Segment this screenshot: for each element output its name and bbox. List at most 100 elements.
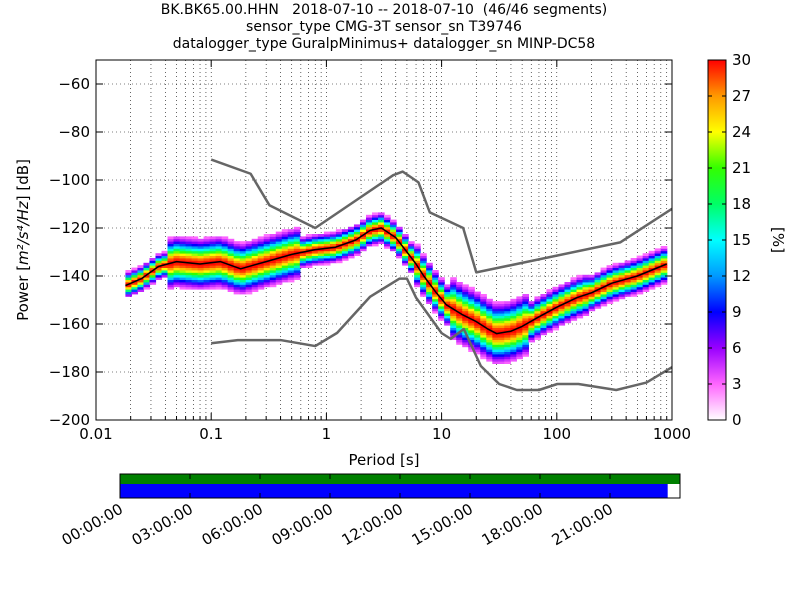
heatmap-cell bbox=[654, 277, 662, 280]
heatmap-cell bbox=[510, 303, 517, 307]
heatmap-cell bbox=[221, 272, 229, 276]
heatmap-cell bbox=[143, 279, 151, 283]
heatmap-cell bbox=[486, 308, 493, 312]
heatmap-cell bbox=[245, 260, 253, 264]
heatmap-cell bbox=[462, 327, 469, 331]
heatmap-cell bbox=[179, 277, 187, 280]
heatmap-cell bbox=[456, 320, 463, 324]
heatmap-cell bbox=[390, 229, 397, 232]
heatmap-cell bbox=[341, 241, 349, 244]
heatmap-cell bbox=[347, 229, 355, 232]
heatmap-cell bbox=[359, 236, 367, 240]
heatmap-cell bbox=[474, 313, 481, 316]
heatmap-cell bbox=[299, 236, 307, 240]
colorbar-tick-label: 15 bbox=[732, 231, 751, 249]
heatmap-cell bbox=[492, 337, 499, 340]
heatmap-cell bbox=[402, 260, 409, 264]
heatmap-cell bbox=[528, 327, 535, 331]
heatmap-cell bbox=[456, 282, 463, 285]
heatmap-cell bbox=[444, 289, 451, 292]
heatmap-cell bbox=[359, 243, 367, 247]
heatmap-cell bbox=[612, 296, 620, 300]
heatmap-cell bbox=[582, 277, 590, 280]
heatmap-cell bbox=[612, 270, 620, 273]
heatmap-cell bbox=[480, 322, 487, 326]
heatmap-cell bbox=[323, 262, 331, 266]
heatmap-cell bbox=[275, 272, 283, 276]
heatmap-cell bbox=[504, 332, 511, 336]
heatmap-cell bbox=[534, 298, 542, 302]
heatmap-cell bbox=[480, 296, 487, 300]
heatmap-cell bbox=[233, 270, 241, 273]
heatmap-cell bbox=[227, 238, 235, 242]
y-tick-label: −180 bbox=[49, 363, 90, 381]
heatmap-cell bbox=[636, 262, 644, 266]
heatmap-cell bbox=[498, 358, 505, 362]
heatmap-cell bbox=[287, 250, 295, 254]
heatmap-cell bbox=[359, 229, 367, 232]
heatmap-cell bbox=[402, 241, 409, 244]
heatmap-cell bbox=[209, 250, 217, 254]
heatmap-cell bbox=[137, 270, 145, 273]
heatmap-cell bbox=[311, 241, 319, 244]
heatmap-cell bbox=[275, 250, 283, 254]
heatmap-cell bbox=[420, 267, 427, 271]
heatmap-cell bbox=[648, 277, 656, 280]
heatmap-cell bbox=[131, 284, 139, 288]
heatmap-cell bbox=[257, 248, 265, 252]
heatmap-cell bbox=[534, 306, 542, 309]
heatmap-cell bbox=[642, 258, 650, 261]
heatmap-cell bbox=[257, 243, 265, 247]
heatmap-cell bbox=[528, 313, 535, 316]
heatmap-cell bbox=[600, 289, 608, 292]
heatmap-cell bbox=[275, 277, 283, 280]
heatmap-cell bbox=[179, 265, 187, 268]
heatmap-cell bbox=[329, 234, 337, 237]
heatmap-cell bbox=[305, 241, 313, 244]
heatmap-cell bbox=[504, 313, 511, 316]
heatmap-cell bbox=[564, 284, 572, 288]
heatmap-cell bbox=[510, 315, 517, 319]
heatmap-cell bbox=[372, 238, 379, 242]
heatmap-cell bbox=[311, 255, 319, 259]
heatmap-cell bbox=[191, 260, 199, 264]
heatmap-cell bbox=[450, 322, 457, 326]
heatmap-cell bbox=[642, 286, 650, 290]
heatmap-cell bbox=[582, 310, 590, 314]
heatmap-cell bbox=[197, 282, 205, 285]
heatmap-cell bbox=[438, 284, 445, 288]
heatmap-cell bbox=[504, 349, 511, 352]
heatmap-cell bbox=[269, 265, 277, 268]
heatmap-cell bbox=[305, 265, 313, 268]
timeline-tick-label: 15:00:00 bbox=[409, 500, 476, 549]
heatmap-cell bbox=[492, 358, 499, 362]
y-tick-label: −80 bbox=[58, 123, 90, 141]
heatmap-cell bbox=[498, 308, 505, 312]
heatmap-cell bbox=[432, 286, 439, 290]
heatmap-cell bbox=[648, 267, 656, 271]
heatmap-cell bbox=[492, 361, 499, 364]
heatmap-cell bbox=[624, 267, 632, 271]
heatmap-cell bbox=[173, 272, 181, 276]
heatmap-cell bbox=[444, 306, 451, 309]
heatmap-cell bbox=[510, 356, 517, 360]
colorbar-tick-label: 12 bbox=[732, 267, 751, 285]
heatmap-cell bbox=[486, 358, 493, 362]
heatmap-cell bbox=[227, 250, 235, 254]
heatmap-cell bbox=[540, 298, 548, 302]
heatmap-cell bbox=[402, 258, 409, 261]
heatmap-cell bbox=[269, 236, 277, 240]
heatmap-cell bbox=[642, 267, 650, 271]
heatmap-cell bbox=[396, 236, 403, 240]
heatmap-cell bbox=[438, 289, 445, 292]
heatmap-cell bbox=[347, 236, 355, 240]
heatmap-cell bbox=[462, 303, 469, 307]
heatmap-cell bbox=[185, 272, 193, 276]
heatmap-cell bbox=[432, 310, 439, 314]
heatmap-cell bbox=[630, 277, 638, 280]
heatmap-cell bbox=[612, 282, 620, 285]
heatmap-cell bbox=[233, 277, 241, 280]
heatmap-cell bbox=[197, 250, 205, 254]
heatmap-cell bbox=[486, 310, 493, 314]
